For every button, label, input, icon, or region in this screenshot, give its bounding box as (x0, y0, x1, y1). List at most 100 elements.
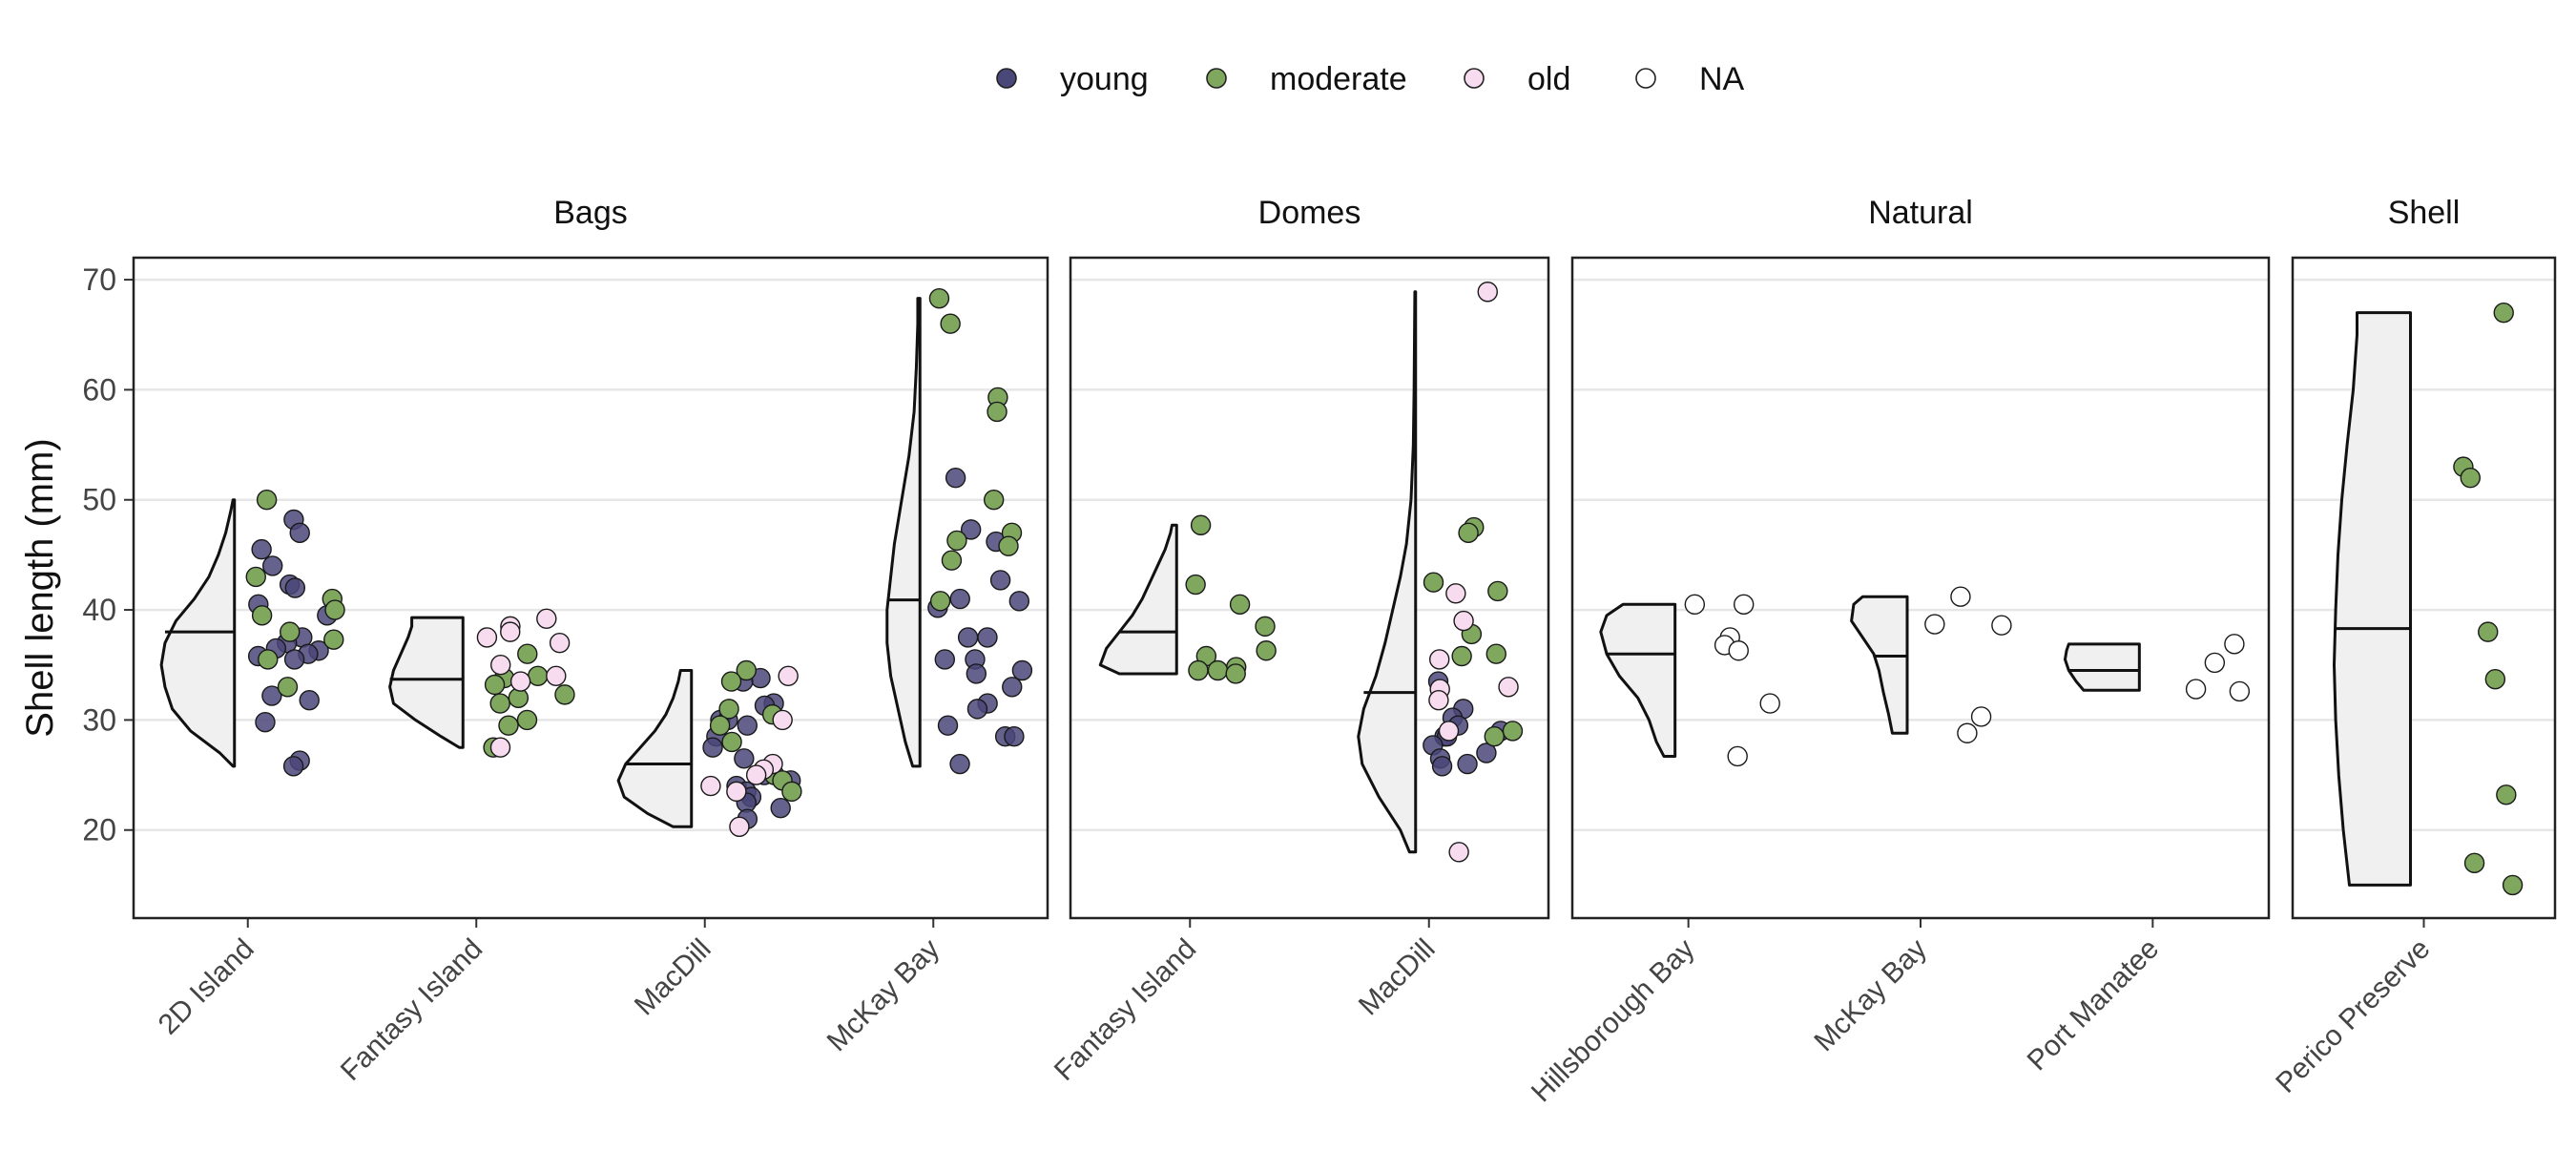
panel-domes: Domes Fantasy Island MacDill (1049, 195, 1550, 1087)
data-point-moderate (1225, 663, 1246, 684)
y-tick-label: 20 (82, 813, 116, 847)
data-point-na (1684, 594, 1706, 615)
data-point-moderate (1190, 514, 1212, 535)
data-point-old (549, 632, 571, 654)
data-point-young (702, 737, 723, 758)
y-tick-label: 50 (82, 483, 116, 517)
data-point-old (778, 665, 799, 686)
data-point-young (937, 715, 959, 736)
data-point-young (737, 715, 758, 736)
data-point-moderate (280, 621, 301, 642)
data-point-moderate (2484, 669, 2506, 690)
data-point-young (1431, 756, 1453, 777)
data-point-na (1957, 722, 1978, 743)
data-point-old (490, 655, 511, 676)
x-tick-label: Fantasy Island (1049, 933, 1202, 1087)
data-point-young (945, 467, 966, 489)
data-point-moderate (517, 643, 538, 664)
half-violin (616, 669, 694, 828)
legend-label-na: NA (1699, 61, 1745, 97)
data-point-old (476, 627, 498, 648)
data-point-moderate (781, 781, 802, 803)
data-point-moderate (516, 709, 538, 731)
data-point-moderate (709, 715, 731, 736)
panel-border (2291, 256, 2557, 920)
data-point-moderate (324, 599, 345, 620)
panel-bags: Bags 2D Island Fantasy Island MacDill McKay … (132, 195, 1049, 1087)
data-point-young (734, 748, 755, 769)
data-point-old (1428, 649, 1450, 670)
data-point-young (262, 555, 283, 576)
data-point-moderate (720, 671, 742, 692)
data-point-moderate (987, 401, 1008, 423)
data-point-old (1428, 689, 1449, 711)
panel-border (132, 256, 1049, 920)
data-point-young (989, 570, 1011, 591)
y-axis-label: Shell length (mm) (19, 438, 61, 737)
data-point-na (2224, 634, 2245, 655)
facet-title: Bags (553, 195, 628, 231)
legend-key-na (1635, 68, 1656, 89)
data-point-moderate (2502, 874, 2524, 896)
half-violin (1357, 290, 1418, 854)
data-point-moderate (2496, 784, 2517, 805)
data-point-moderate (1256, 640, 1277, 661)
x-tick-label: Hillsborough Bay (1526, 933, 1701, 1109)
data-point-old (1448, 842, 1469, 863)
facet-title: Natural (1868, 195, 1973, 231)
data-point-old (536, 608, 557, 629)
legend-key-moderate (1206, 68, 1227, 89)
data-point-moderate (489, 693, 510, 714)
data-point-moderate (983, 490, 1005, 511)
data-point-moderate (1502, 721, 1524, 742)
panel-border (1069, 256, 1550, 920)
data-point-na (1924, 614, 1945, 635)
half-violin (1098, 523, 1178, 676)
data-point-old (1498, 677, 1519, 698)
data-point-moderate (1487, 580, 1508, 602)
data-point-moderate (998, 535, 1019, 556)
data-point-na (1970, 706, 1992, 727)
data-point-young (966, 699, 988, 720)
legend-key-young (996, 68, 1017, 89)
data-point-moderate (718, 699, 739, 720)
data-point-old (489, 737, 511, 758)
y-tick-label: 70 (82, 262, 116, 297)
category-mckay-bay: McKay Bay (821, 287, 1033, 1057)
data-point-young (934, 649, 955, 670)
y-tick-label: 60 (82, 372, 116, 407)
category-2d-island: 2D Island (153, 490, 345, 1041)
data-point-moderate (1188, 659, 1209, 681)
data-point-old (546, 665, 567, 686)
data-point-na (2229, 680, 2251, 702)
half-violin (2333, 311, 2412, 887)
data-point-old (500, 621, 521, 642)
panels: 20 30 40 50 60 70 Bags 2D Island Fantasy Island M… (82, 195, 2557, 1109)
y-tick-label: 40 (82, 593, 116, 627)
data-point-moderate (2460, 467, 2481, 489)
data-point-moderate (929, 591, 951, 612)
data-point-old (700, 775, 721, 797)
data-point-young (957, 627, 979, 648)
data-point-na (1991, 615, 2012, 636)
data-point-young (949, 753, 970, 775)
data-point-moderate (721, 731, 742, 753)
data-point-old (729, 816, 750, 837)
data-point-na (2204, 652, 2226, 674)
category-hillsborough-bay: Hillsborough Bay (1526, 594, 1780, 1109)
data-point-young (289, 522, 310, 544)
legend-key-old (1464, 68, 1485, 89)
facet-title: Domes (1258, 195, 1361, 231)
data-point-young (1002, 677, 1023, 698)
half-violin (1850, 595, 1909, 735)
data-point-moderate (323, 629, 344, 650)
data-point-young (770, 797, 791, 819)
data-point-young (282, 756, 304, 777)
panel-natural: Natural Hillsborough Bay McKay Bay Port Man… (1526, 195, 2271, 1109)
x-tick-label: McKay Bay (1808, 933, 1933, 1058)
data-point-old (1453, 610, 1474, 632)
data-point-old (772, 709, 793, 731)
x-tick-label: Perico Preserve (2270, 933, 2436, 1099)
data-point-moderate (258, 649, 279, 670)
